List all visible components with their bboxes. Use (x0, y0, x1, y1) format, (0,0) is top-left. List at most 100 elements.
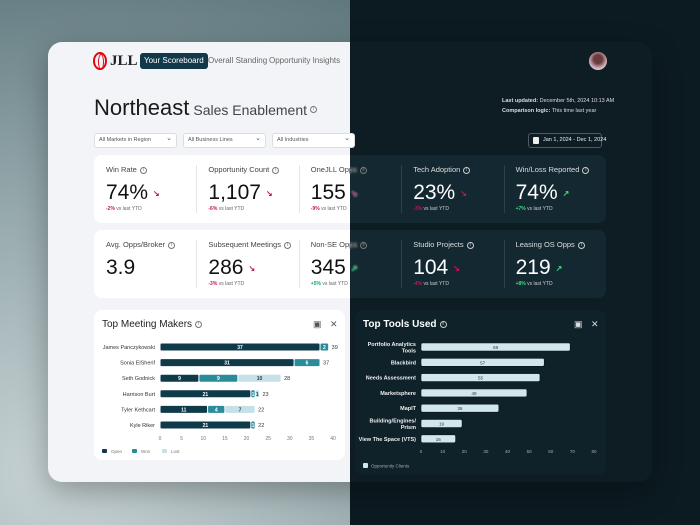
tab-opportunity-insights[interactable]: Opportunity Insights (269, 56, 341, 65)
comparison-value: This time last year (551, 108, 597, 114)
info-icon[interactable]: i (360, 241, 368, 249)
info-icon[interactable]: i (195, 320, 203, 328)
logo-text: JLL (110, 52, 138, 69)
kpi-tile[interactable]: Tech Adoption i 23% ↘ -3% vs last YTD (401, 155, 503, 223)
category-label: Sonia ElSherif (120, 361, 155, 367)
x-tick-label: 15 (222, 436, 228, 442)
info-icon[interactable]: i (577, 241, 585, 249)
jll-logo[interactable]: JLL (93, 52, 138, 70)
delta-note: vs last YTD (218, 206, 245, 212)
kpi-tile[interactable]: Subsequent Meetings i 286 ↘ -3% vs last YTD (196, 230, 298, 298)
kpi-value: 219 ↗ (516, 256, 606, 280)
category-label: Needs Assessment (366, 376, 416, 382)
bar-value-label: 1 (252, 392, 255, 398)
total-label: 23 (262, 392, 268, 398)
delta-note: vs last YTD (218, 281, 245, 287)
kpi-label: Win/Loss Reported i (516, 165, 606, 174)
divider (298, 240, 300, 288)
info-icon[interactable]: i (168, 241, 176, 249)
kpi-value-text: 1,107 (208, 181, 261, 204)
category-label: Building/Engines/Prism (370, 419, 417, 432)
kpi-value: 1,107 ↘ (208, 181, 298, 205)
kpi-label-text: Leasing OS Opps (515, 240, 575, 249)
info-icon[interactable]: i (439, 320, 447, 328)
bar-won (199, 374, 238, 382)
kpi-tile[interactable]: OneJLL Opps i 155 ↘ -9% vs last YTD (298, 155, 401, 223)
bar-open (160, 390, 251, 398)
markets-filter[interactable]: All Markets in Region (94, 132, 177, 148)
kpi-tile[interactable]: Leasing OS Opps i 219 ↗ +8% vs last YTD (503, 230, 606, 298)
category-label: Seth Godnick (122, 376, 155, 382)
kpi-delta: +5% vs last YTD (311, 281, 401, 287)
divider (196, 240, 198, 288)
info-icon[interactable]: i (139, 166, 147, 174)
x-tick-label: 35 (309, 436, 315, 442)
region-title: Northeast (94, 95, 190, 120)
kpi-label: Tech Adoption i (413, 165, 503, 174)
legend-swatch (162, 449, 167, 453)
bar-open (160, 343, 320, 351)
info-icon[interactable]: i (272, 166, 280, 174)
kpi-value-text: 23% (413, 181, 456, 204)
divider (401, 240, 403, 288)
bar-value-label: 16 (436, 437, 442, 442)
delta-note: vs last YTD (527, 281, 553, 287)
total-label: 28 (284, 376, 290, 382)
bar-value-label: 21 (203, 423, 209, 429)
trend-up-icon: ↗ (562, 188, 570, 198)
divider (298, 165, 300, 213)
bar-value-label: 1 (256, 392, 259, 398)
divider (503, 240, 505, 288)
business-lines-filter[interactable]: All Business Lines (183, 132, 266, 148)
x-tick-label: 30 (287, 436, 293, 442)
kpi-tile[interactable]: Win Rate i 74% ↘ -2% vs last YTD (94, 155, 196, 223)
x-tick-label: 20 (244, 436, 250, 442)
info-icon[interactable]: i (359, 166, 367, 174)
kpi-label-text: OneJLL Opps (310, 165, 357, 174)
category-label: Marketsphere (380, 391, 416, 397)
legend-label: Won (141, 449, 151, 454)
kpi-row-2: Avg. Opps/Broker i 3.9 Subsequent Meetings i… (94, 230, 606, 298)
info-icon[interactable]: i (463, 166, 471, 174)
kpi-delta: -9% vs last YTD (311, 206, 401, 212)
total-label: 37 (323, 361, 329, 367)
kpi-tile[interactable]: Studio Projects i 104 ↘ -4% vs last YTD (401, 230, 503, 298)
kpi-tile[interactable]: Opportunity Count i 1,107 ↘ -6% vs last YTD (196, 155, 298, 223)
bar-open (160, 359, 294, 367)
info-icon[interactable]: i (466, 241, 474, 249)
category-label: Portfolio Analytics Tools (368, 342, 416, 355)
x-tick-label: 25 (265, 436, 271, 442)
bar-value-label: 49 (471, 391, 477, 396)
bar-lost (238, 374, 281, 382)
close-icon[interactable]: ✕ (330, 319, 338, 329)
category-label: James Panczykowski (103, 345, 155, 351)
total-label: 22 (258, 423, 264, 429)
industries-filter[interactable]: All Industries (272, 132, 355, 148)
x-tick-label: 0 (420, 449, 423, 454)
bar-value-label: 19 (439, 422, 445, 427)
chart-type-icon[interactable]: ▣ (574, 319, 583, 329)
bar-value-label: 9 (217, 376, 220, 382)
legend-label: Lost (171, 449, 180, 454)
date-range-button[interactable]: Jan 1, 2024 - Dec 1, 2024 (528, 133, 606, 148)
kpi-value: 74% ↘ (106, 181, 196, 205)
dashboard-card: JLL Your Scoreboard Overall Standing Opp… (48, 42, 652, 482)
close-icon[interactable]: ✕ (591, 319, 599, 329)
info-icon[interactable]: i (283, 241, 291, 249)
delta-note: vs last YTD (321, 206, 347, 212)
info-icon[interactable]: i (310, 105, 318, 113)
chart-type-icon[interactable]: ▣ (313, 319, 322, 329)
tab-overall-standing[interactable]: Overall Standing (208, 56, 268, 65)
trend-up-icon: ↗ (350, 263, 358, 273)
kpi-tile[interactable]: Win/Loss Reported i 74% ↗ +7% vs last YTD (503, 155, 606, 223)
category-label: Kyle Riker (130, 423, 155, 429)
x-tick-label: 70 (570, 449, 576, 454)
info-icon[interactable]: i (582, 166, 590, 174)
kpi-label: OneJLL Opps i (311, 165, 401, 174)
comparison-label: Comparison logic: (502, 108, 551, 114)
kpi-tile[interactable]: Avg. Opps/Broker i 3.9 (94, 230, 196, 298)
tab-your-scoreboard[interactable]: Your Scoreboard (140, 53, 208, 69)
kpi-tile[interactable]: Non-SE Opps i 345 ↗ +5% vs last YTD (298, 230, 401, 298)
avatar[interactable] (589, 52, 607, 70)
